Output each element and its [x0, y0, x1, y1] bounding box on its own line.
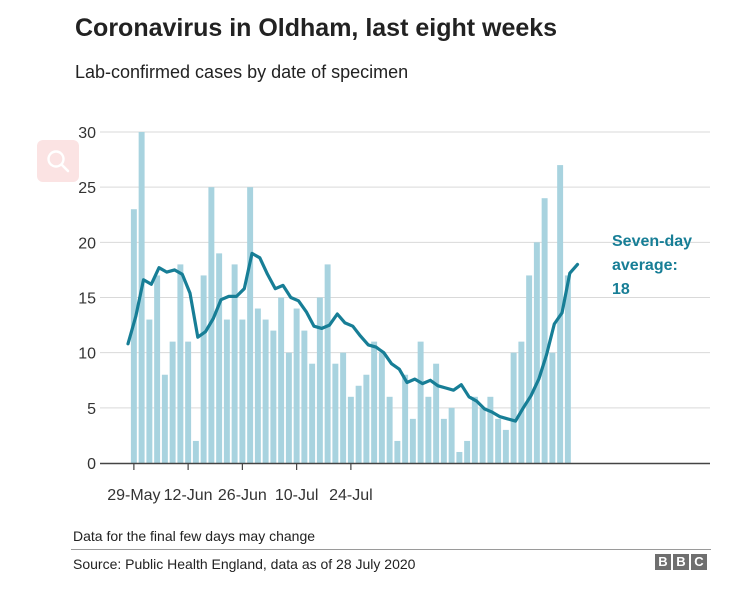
y-tick-label: 20	[78, 235, 96, 252]
line-annotation: Seven-day	[612, 233, 692, 250]
bar	[526, 275, 533, 463]
bar	[549, 352, 556, 463]
bar	[378, 352, 385, 463]
bar	[208, 187, 215, 463]
source-text: Source: Public Health England, data as o…	[73, 556, 416, 572]
bbc-logo: B B C	[655, 554, 707, 570]
footer-divider	[71, 549, 711, 550]
bbc-logo-letter: B	[673, 554, 689, 570]
bar	[510, 352, 517, 463]
x-tick-label: 10-Jul	[275, 487, 319, 504]
bar	[200, 275, 207, 463]
bar	[262, 319, 269, 463]
bar	[386, 396, 393, 463]
bar	[169, 341, 176, 463]
bar	[464, 440, 471, 463]
chart: 0 5 10 15 20 25 30 29-May 12-Jun 26-Jun 10-Jul 24-J…	[78, 125, 710, 504]
bar	[231, 264, 238, 463]
bar	[293, 308, 300, 463]
bar	[502, 429, 509, 463]
bar	[495, 418, 502, 463]
bar	[130, 209, 137, 463]
y-tick-label: 30	[78, 125, 96, 142]
bar	[278, 297, 285, 463]
line-annotation: average:	[612, 257, 678, 274]
bar	[533, 242, 540, 463]
bar	[394, 440, 401, 463]
bar	[270, 330, 277, 463]
bar	[479, 407, 486, 463]
bar	[487, 396, 494, 463]
bar	[518, 341, 525, 463]
line-annotation: 18	[612, 281, 630, 298]
chart-title: Coronavirus in Oldham, last eight weeks	[75, 14, 558, 42]
bar	[254, 308, 261, 463]
bar	[239, 319, 246, 463]
bar	[471, 396, 478, 463]
y-tick-label: 0	[87, 456, 96, 473]
bar	[409, 418, 416, 463]
bar	[177, 264, 184, 463]
x-tick-label: 12-Jun	[164, 487, 213, 504]
search-button[interactable]	[37, 140, 79, 182]
bar	[363, 374, 370, 463]
x-tick-label: 26-Jun	[218, 487, 267, 504]
bbc-logo-letter: C	[691, 554, 707, 570]
y-tick-label: 10	[78, 346, 96, 363]
bar	[161, 374, 168, 463]
y-tick-label: 25	[78, 180, 96, 197]
bar	[371, 341, 378, 463]
bar	[564, 275, 571, 463]
bar	[541, 198, 548, 463]
bar	[440, 418, 447, 463]
bar	[138, 132, 145, 463]
bar	[316, 297, 323, 463]
bar	[324, 264, 331, 463]
bar	[223, 319, 230, 463]
bar	[192, 440, 199, 463]
bar	[154, 275, 161, 463]
bar	[309, 363, 316, 463]
bar	[402, 374, 409, 463]
search-icon	[47, 150, 70, 173]
data-note: Data for the final few days may change	[73, 528, 316, 544]
chart-subtitle: Lab-confirmed cases by date of specimen	[75, 62, 409, 82]
bar	[185, 341, 192, 463]
x-tick-label: 24-Jul	[329, 487, 373, 504]
bar	[332, 363, 339, 463]
x-tick-label: 29-May	[107, 487, 160, 504]
bar	[448, 407, 455, 463]
bar	[355, 385, 362, 463]
bar	[456, 451, 463, 463]
bar	[247, 187, 254, 463]
bar	[417, 341, 424, 463]
bbc-logo-letter: B	[655, 554, 671, 570]
bar	[425, 396, 432, 463]
bar	[146, 319, 153, 463]
y-tick-label: 5	[87, 401, 96, 418]
bar	[347, 396, 354, 463]
y-tick-label: 15	[78, 291, 96, 308]
bar	[285, 352, 292, 463]
seven-day-average-line	[126, 251, 580, 423]
bar	[433, 363, 440, 463]
bar	[340, 352, 347, 463]
bar	[301, 330, 308, 463]
bar	[216, 253, 223, 463]
